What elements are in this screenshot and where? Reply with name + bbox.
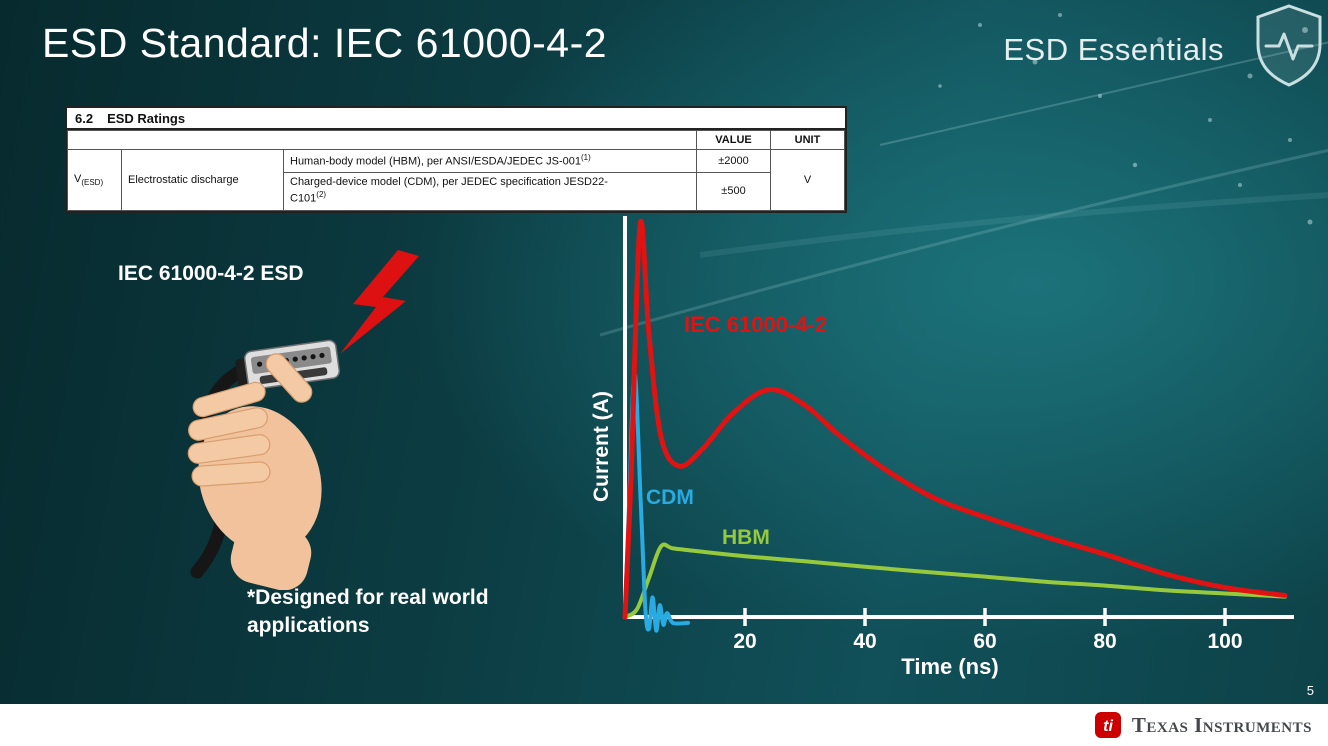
cdm-description-cell: Charged-device model (CDM), per JEDEC sp…	[283, 172, 697, 211]
ti-logo: ti Texas Instruments	[1093, 710, 1312, 740]
y-axis-label: Current (A)	[590, 391, 613, 502]
ti-bug-icon: ti	[1094, 712, 1121, 738]
iec-curve-label: IEC 61000-4-2	[684, 312, 828, 337]
param-label-cell: Electrostatic discharge	[121, 149, 284, 211]
svg-text:20: 20	[733, 630, 756, 653]
esd-ratings-table: 6.2 ESD Ratings VALUE UNIT V(ESD) Electro…	[65, 106, 847, 213]
company-name: Texas Instruments	[1131, 712, 1312, 737]
hand-hdmi-illustration	[140, 240, 470, 591]
x-axis-ticks: 20 40 60 80 100	[733, 608, 1243, 653]
section-title: ESD Ratings	[107, 111, 186, 126]
hand	[187, 353, 322, 591]
heartbeat-pulse-icon	[1264, 32, 1314, 61]
cdm-footnote: (2)	[316, 190, 327, 200]
chart-series	[622, 219, 1288, 633]
cdm-value-cell: ±500	[696, 172, 771, 211]
footer-bar: ti Texas Instruments	[0, 704, 1328, 746]
hbm-value-cell: ±2000	[696, 148, 771, 174]
param-symbol-cell: V(ESD)	[67, 149, 122, 211]
hbm-description-cell: Human-body model (HBM), per ANSI/ESDA/JE…	[283, 148, 697, 174]
series-brand: ESD Essentials	[1003, 32, 1224, 67]
iec-esd-label: IEC 61000-4-2 ESD	[118, 262, 304, 285]
curve-IEC 61000-4-2	[622, 219, 1288, 620]
hbm-footnote: (1)	[581, 153, 591, 162]
param-symbol: V	[74, 172, 82, 185]
svg-text:60: 60	[973, 630, 996, 653]
x-axis-label: Time (ns)	[901, 654, 999, 679]
svg-text:ti: ti	[1103, 718, 1113, 735]
designed-note: *Designed for real world applications	[247, 586, 489, 638]
curve-HBM	[623, 542, 1287, 619]
cdm-curve-label: CDM	[646, 486, 694, 509]
lightning-bolt-icon	[340, 250, 419, 354]
param-symbol-sub: (ESD)	[81, 177, 104, 187]
table-row: V(ESD) Electrostatic discharge Human-bod…	[67, 148, 845, 211]
hbm-description: Human-body model (HBM), per ANSI/ESDA/JE…	[290, 155, 581, 168]
cdm-description: Charged-device model (CDM), per JEDEC sp…	[290, 176, 608, 205]
ratings-heading: 6.2 ESD Ratings	[67, 108, 845, 130]
svg-text:80: 80	[1093, 630, 1116, 653]
slide-title: ESD Standard: IEC 61000-4-2	[42, 20, 608, 66]
chart-axes	[623, 216, 1294, 619]
blank-header-cell	[67, 130, 697, 150]
svg-text:100: 100	[1207, 630, 1242, 653]
esd-shield-logo	[1252, 2, 1326, 95]
unit-column-header: UNIT	[770, 130, 845, 150]
value-column-header: VALUE	[696, 130, 771, 150]
svg-text:40: 40	[853, 630, 876, 653]
table-row: Charged-device model (CDM), per JEDEC sp…	[68, 172, 845, 211]
unit-cell: V	[770, 149, 845, 211]
section-number: 6.2	[75, 111, 94, 126]
waveform-chart: 20 40 60 80 100 IEC 61000-4-2 CDM HBM Time (…	[600, 210, 1320, 680]
page-number: 5	[1306, 683, 1314, 698]
table-header-row: VALUE UNIT	[67, 130, 845, 150]
hbm-curve-label: HBM	[722, 526, 770, 549]
hdmi-connector	[235, 339, 341, 390]
